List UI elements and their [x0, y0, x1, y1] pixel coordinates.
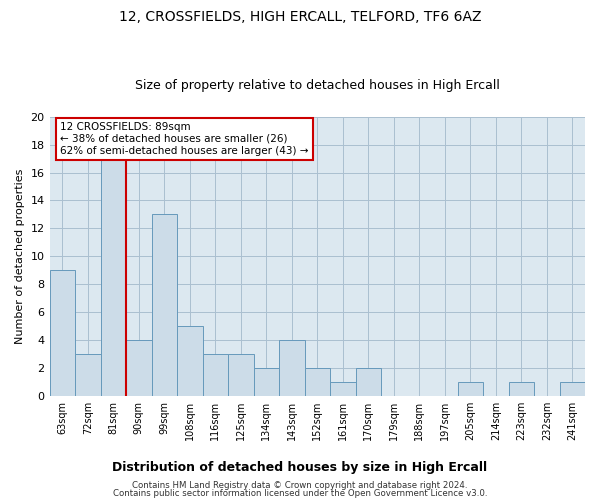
Bar: [356, 368, 381, 396]
Bar: [458, 382, 483, 396]
Bar: [330, 382, 356, 396]
Bar: [203, 354, 228, 396]
Text: Contains public sector information licensed under the Open Government Licence v3: Contains public sector information licen…: [113, 489, 487, 498]
Bar: [177, 326, 203, 396]
Y-axis label: Number of detached properties: Number of detached properties: [15, 168, 25, 344]
Bar: [254, 368, 279, 396]
Text: 12 CROSSFIELDS: 89sqm
← 38% of detached houses are smaller (26)
62% of semi-deta: 12 CROSSFIELDS: 89sqm ← 38% of detached …: [60, 122, 309, 156]
Bar: [228, 354, 254, 396]
Text: Distribution of detached houses by size in High Ercall: Distribution of detached houses by size …: [112, 461, 488, 474]
Text: 12, CROSSFIELDS, HIGH ERCALL, TELFORD, TF6 6AZ: 12, CROSSFIELDS, HIGH ERCALL, TELFORD, T…: [119, 10, 481, 24]
Bar: [279, 340, 305, 396]
Bar: [75, 354, 101, 396]
Bar: [50, 270, 75, 396]
Text: Contains HM Land Registry data © Crown copyright and database right 2024.: Contains HM Land Registry data © Crown c…: [132, 480, 468, 490]
Bar: [509, 382, 534, 396]
Bar: [152, 214, 177, 396]
Title: Size of property relative to detached houses in High Ercall: Size of property relative to detached ho…: [135, 79, 500, 92]
Bar: [101, 158, 126, 396]
Bar: [305, 368, 330, 396]
Bar: [126, 340, 152, 396]
Bar: [560, 382, 585, 396]
